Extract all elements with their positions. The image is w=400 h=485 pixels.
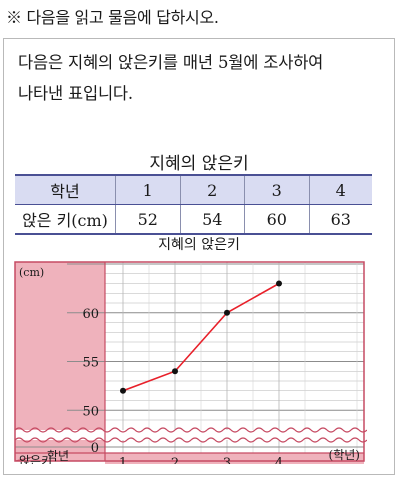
question-paragraph: 다음은 지혜의 앉은키를 매년 5월에 조사하여 나타낸 표입니다. bbox=[18, 47, 382, 109]
x-tick-label: 1 bbox=[119, 456, 127, 464]
corner-diagonal bbox=[14, 456, 34, 462]
chart-title: 지혜의 앉은키 bbox=[158, 237, 240, 253]
data-table: 학년 1 2 3 4 앉은 키(cm) 52 54 60 63 bbox=[15, 174, 372, 235]
x-tick-label: 4 bbox=[275, 456, 283, 464]
value-cell: 60 bbox=[244, 204, 310, 235]
y-unit-label: (cm) bbox=[19, 266, 44, 279]
header-cell: 3 bbox=[244, 174, 310, 205]
series-line bbox=[122, 282, 280, 392]
y-tick-label: 0 bbox=[91, 441, 99, 456]
data-point bbox=[120, 387, 126, 394]
chart-frame bbox=[14, 261, 365, 462]
data-point bbox=[224, 309, 230, 316]
header-cell: 1 bbox=[115, 174, 181, 205]
instruction-text: ※ 다음을 읽고 물음에 답하시오. bbox=[6, 8, 219, 27]
y-tick-label: 55 bbox=[82, 356, 99, 371]
table-header-row: 학년 1 2 3 4 bbox=[15, 174, 372, 205]
value-cell: 63 bbox=[309, 204, 372, 235]
value-cell: 54 bbox=[180, 204, 245, 235]
axis-break-wave bbox=[14, 427, 367, 433]
question-card: 다음은 지혜의 앉은키를 매년 5월에 조사하여 나타낸 표입니다. 지혜의 앉… bbox=[3, 38, 395, 475]
header-cell: 2 bbox=[180, 174, 245, 205]
header-cell-grade: 학년 bbox=[15, 174, 116, 205]
table-value-row: 앉은 키(cm) 52 54 60 63 bbox=[15, 204, 372, 235]
x-tick-label: 3 bbox=[223, 456, 231, 464]
axis-break-band bbox=[15, 430, 364, 440]
value-cell: 52 bbox=[115, 204, 181, 235]
value-cell-label: 앉은 키(cm) bbox=[15, 204, 116, 235]
paragraph-line-1: 다음은 지혜의 앉은키를 매년 5월에 조사하여 bbox=[18, 53, 324, 72]
y-tick-label: 50 bbox=[82, 404, 99, 419]
axis-break-wave bbox=[14, 437, 367, 443]
data-point bbox=[172, 368, 178, 375]
header-cell: 4 bbox=[309, 174, 372, 205]
x-unit-label: (학년) bbox=[329, 448, 360, 462]
data-point bbox=[276, 280, 282, 287]
x-tick-label: 2 bbox=[171, 456, 179, 464]
table-title: 지혜의 앉은키 bbox=[149, 154, 249, 174]
corner-label-top: 앉은키 bbox=[19, 454, 52, 464]
paragraph-line-2: 나타낸 표입니다. bbox=[18, 84, 133, 103]
x-axis-panel bbox=[105, 453, 364, 464]
corner-label-bottom: 학년 bbox=[47, 449, 69, 463]
y-tick-label: 60 bbox=[82, 307, 99, 322]
